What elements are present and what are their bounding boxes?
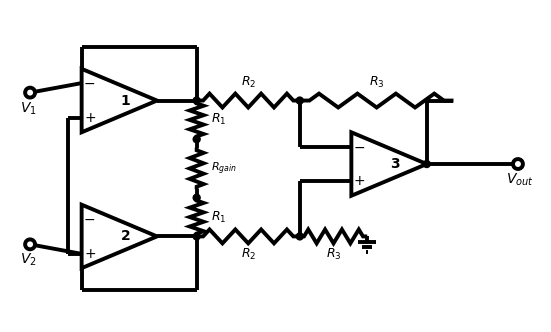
Text: $V_1$: $V_1$ (20, 100, 36, 117)
Text: $-$: $-$ (84, 212, 96, 226)
Circle shape (193, 136, 200, 143)
Polygon shape (82, 69, 157, 132)
Text: $R_1$: $R_1$ (210, 209, 226, 225)
Polygon shape (82, 205, 157, 268)
Polygon shape (352, 132, 426, 196)
Text: 2: 2 (120, 229, 130, 243)
Text: $V_{out}$: $V_{out}$ (506, 172, 534, 188)
Text: $V_2$: $V_2$ (20, 252, 36, 268)
Text: $+$: $+$ (353, 175, 365, 189)
Circle shape (25, 88, 35, 98)
Circle shape (423, 161, 430, 167)
Circle shape (25, 239, 35, 249)
Circle shape (513, 159, 523, 169)
Circle shape (296, 233, 303, 240)
Text: $R_1$: $R_1$ (210, 112, 226, 127)
Circle shape (193, 97, 200, 104)
Circle shape (193, 194, 200, 201)
Text: $R_2$: $R_2$ (241, 247, 256, 262)
Circle shape (296, 97, 303, 104)
Text: $R_{gain}$: $R_{gain}$ (210, 160, 236, 177)
Text: $-$: $-$ (353, 139, 365, 154)
Text: $R_2$: $R_2$ (241, 75, 256, 90)
Text: $R_3$: $R_3$ (326, 247, 341, 262)
Circle shape (193, 233, 200, 240)
Text: $R_3$: $R_3$ (369, 75, 385, 90)
Text: $+$: $+$ (84, 247, 96, 261)
Text: $+$: $+$ (84, 111, 96, 125)
Text: $-$: $-$ (84, 76, 96, 90)
Text: 1: 1 (120, 94, 130, 108)
Text: 3: 3 (390, 157, 400, 171)
